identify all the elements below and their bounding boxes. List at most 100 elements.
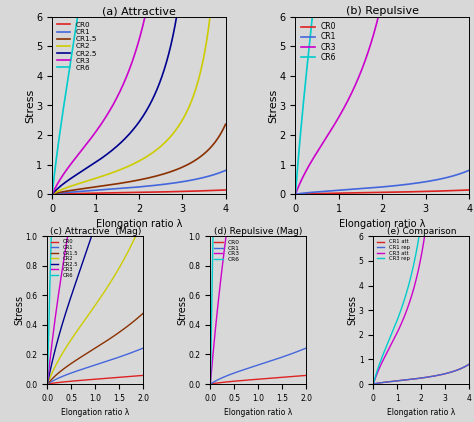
- CR6: [292, 192, 298, 197]
- CR3: [45, 381, 50, 387]
- CR1.5: [218, 132, 223, 137]
- CR0: [140, 373, 146, 378]
- CR0: [223, 187, 228, 192]
- CR1 att: [417, 376, 423, 381]
- Line: CR2: CR2: [47, 220, 143, 384]
- CR0: [300, 373, 306, 378]
- Line: CR0: CR0: [52, 190, 226, 194]
- CR0: [186, 189, 191, 194]
- CR1: [461, 170, 466, 175]
- CR2: [49, 192, 55, 197]
- CR2: [45, 381, 50, 387]
- CR1.5: [91, 346, 97, 352]
- CR1: [283, 353, 288, 358]
- Legend: CR0, CR1, CR1.5, CR2, CR2.5, CR3, CR6: CR0, CR1, CR1.5, CR2, CR2.5, CR3, CR6: [56, 21, 99, 72]
- CR1: [300, 347, 306, 352]
- CR3 rep: [414, 244, 420, 249]
- CR1 att: [464, 363, 469, 368]
- CR1: [49, 192, 55, 197]
- CR1.5: [45, 381, 50, 387]
- CR0: [466, 187, 472, 192]
- Y-axis label: Stress: Stress: [347, 295, 357, 325]
- CR3: [134, 46, 139, 51]
- CR1.5: [49, 376, 55, 381]
- Line: CR1 rep: CR1 rep: [374, 364, 469, 384]
- CR1: [140, 346, 146, 351]
- CR1: [137, 347, 143, 352]
- CR0: [45, 381, 50, 387]
- CR3: [58, 176, 64, 181]
- Line: CR2: CR2: [52, 0, 214, 194]
- Line: CR1: CR1: [295, 170, 469, 194]
- Line: CR3 rep: CR3 rep: [374, 207, 423, 384]
- CR1: [58, 190, 64, 195]
- Legend: CR1 att, CR1 rep, CR3 att, CR3 rep: CR1 att, CR1 rep, CR3 att, CR3 rep: [376, 239, 410, 262]
- Line: CR1: CR1: [47, 348, 143, 384]
- CR2.5: [45, 381, 50, 387]
- CR0: [372, 190, 378, 195]
- CR1.5: [218, 132, 223, 137]
- CR2.5: [91, 227, 97, 233]
- CR2: [137, 224, 143, 229]
- CR3: [208, 381, 213, 387]
- CR1.5: [49, 192, 55, 197]
- CR1 rep: [375, 381, 381, 386]
- Y-axis label: Stress: Stress: [25, 88, 35, 123]
- CR1: [429, 178, 435, 183]
- CR1: [91, 363, 97, 368]
- CR0: [301, 191, 307, 196]
- X-axis label: Elongation ratio λ: Elongation ratio λ: [224, 408, 292, 417]
- CR1: [461, 170, 466, 175]
- CR2: [140, 217, 146, 222]
- Line: CR3: CR3: [295, 0, 386, 194]
- CR0: [218, 188, 223, 193]
- CR0: [292, 192, 298, 197]
- CR6: [208, 381, 213, 387]
- Title: (e) Comparison: (e) Comparison: [387, 227, 456, 235]
- CR2: [119, 260, 125, 265]
- CR1: [223, 168, 228, 173]
- X-axis label: Elongation ratio λ: Elongation ratio λ: [96, 219, 182, 230]
- CR3 att: [375, 368, 381, 373]
- CR1: [303, 346, 309, 351]
- CR2.5: [134, 123, 139, 128]
- CR3 rep: [371, 381, 376, 387]
- CR3: [292, 192, 298, 197]
- CR1 rep: [446, 370, 452, 375]
- CR0: [119, 375, 125, 380]
- Title: (c) Attractive  (Mag): (c) Attractive (Mag): [50, 227, 141, 235]
- CR1 att: [446, 370, 452, 375]
- CR1 rep: [414, 376, 420, 381]
- CR3 att: [417, 260, 423, 265]
- CR1 rep: [466, 362, 472, 367]
- CR0: [300, 373, 306, 378]
- Title: (d) Repulsive (Mag): (d) Repulsive (Mag): [214, 227, 302, 235]
- Line: CR3: CR3: [210, 207, 230, 384]
- X-axis label: Elongation ratio λ: Elongation ratio λ: [61, 408, 129, 417]
- CR0: [429, 189, 435, 194]
- CR0: [212, 381, 218, 386]
- CR1: [137, 347, 143, 352]
- CR2.5: [58, 183, 64, 188]
- Line: CR0: CR0: [47, 376, 143, 384]
- CR1: [45, 381, 50, 387]
- CR0: [91, 377, 97, 382]
- CR1: [186, 178, 191, 183]
- CR0: [461, 188, 466, 193]
- Y-axis label: Stress: Stress: [268, 88, 278, 123]
- CR2: [49, 370, 55, 375]
- CR1 att: [414, 376, 420, 381]
- CR1: [466, 168, 472, 173]
- CR2: [91, 305, 97, 310]
- Line: CR1: CR1: [210, 348, 306, 384]
- CR0: [49, 381, 55, 386]
- Line: CR3: CR3: [47, 207, 73, 384]
- CR3: [377, 8, 383, 14]
- CR3 att: [414, 272, 420, 277]
- CR1: [212, 379, 218, 384]
- Y-axis label: Stress: Stress: [14, 295, 24, 325]
- CR1.5: [223, 122, 228, 127]
- CR1 att: [375, 381, 381, 386]
- CR0: [58, 191, 64, 196]
- CR1: [300, 347, 306, 352]
